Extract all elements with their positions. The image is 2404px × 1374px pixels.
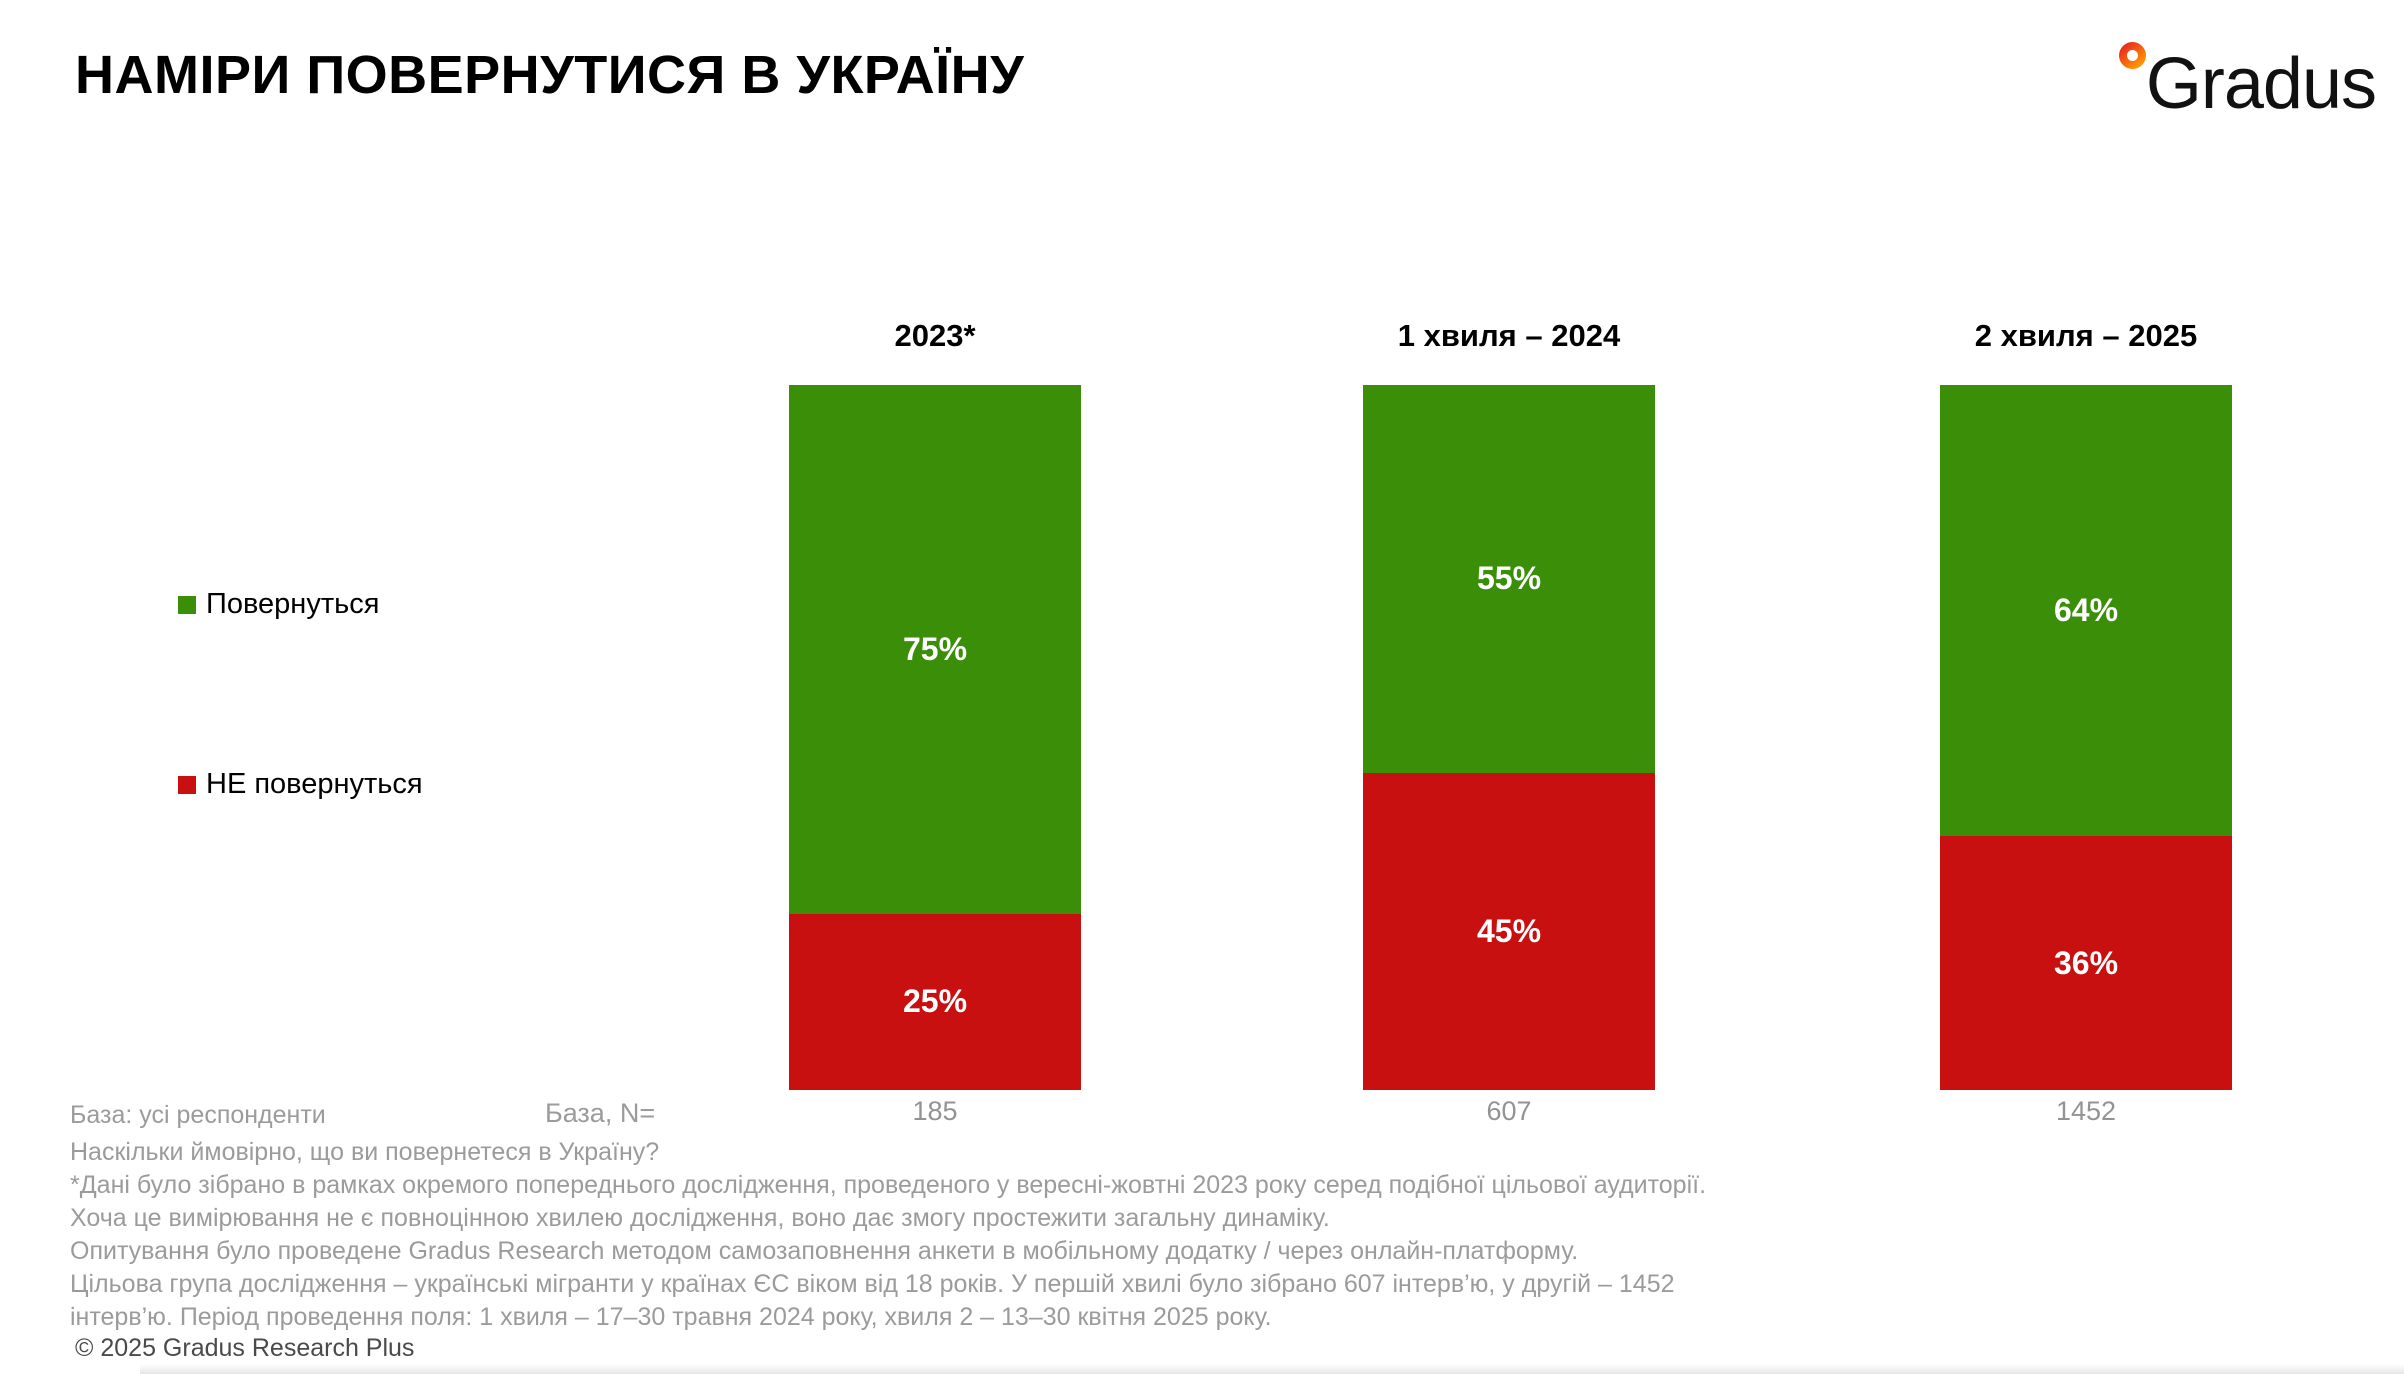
legend-swatch-green-icon	[178, 595, 196, 614]
value-label: 45%	[1476, 912, 1542, 949]
value-label: 64%	[2053, 592, 2119, 629]
page-edge-shadow	[140, 1364, 2404, 1374]
bar-segment-not-return: 45%	[1363, 772, 1655, 1090]
legend-label-not-return: НЕ повернуться	[206, 768, 423, 800]
footnote-line: Хоча це вимірювання не є повноцінною хви…	[70, 1204, 1330, 1232]
value-label: 25%	[902, 983, 968, 1020]
gradus-logo-text: Gradus	[2145, 44, 2377, 124]
page-title: НАМІРИ ПОВЕРНУТИСЯ В УКРАЇНУ	[75, 45, 1025, 105]
base-n-header: База, N=	[545, 1098, 656, 1128]
stacked-bar: 75% 25%	[789, 385, 1081, 1090]
bar-column-wave2-2025: 2 хвиля – 2025 64% 36% 1452	[1940, 318, 2232, 1127]
value-label: 55%	[1476, 560, 1542, 597]
base-n-value: 185	[912, 1096, 958, 1126]
footnote-line: *Дані було зібрано в рамках окремого поп…	[70, 1171, 1707, 1199]
bar-segment-return: 64%	[1940, 385, 2232, 837]
legend-item-not-return: НЕ повернуться	[178, 768, 423, 801]
gradus-degree-icon	[2118, 42, 2146, 69]
base-n-value: 607	[1486, 1096, 1532, 1126]
legend-label-return: Повернуться	[206, 588, 380, 620]
legend-item-return: Повернуться	[178, 588, 379, 621]
bar-segment-return: 75%	[789, 385, 1081, 914]
category-label: 2 хвиля – 2025	[1974, 318, 2198, 353]
base-label: База: усі респонденти	[70, 1101, 326, 1129]
bar-segment-return: 55%	[1363, 385, 1655, 773]
value-label: 36%	[2053, 944, 2119, 981]
legend-swatch-red-icon	[178, 775, 196, 794]
bar-segment-not-return: 36%	[1940, 836, 2232, 1090]
footnotes: Наскільки ймовірно, що ви повернетеся в …	[70, 1136, 1706, 1334]
bar-column-2023: 2023* 75% 25% 185	[789, 318, 1081, 1127]
bar-column-wave1-2024: 1 хвиля – 2024 55% 45% 607	[1363, 318, 1655, 1127]
footnote-line: інтерв’ю. Період проведення поля: 1 хвил…	[70, 1303, 1272, 1331]
bar-segment-not-return: 25%	[789, 913, 1081, 1090]
stacked-bar: 55% 45%	[1363, 385, 1655, 1090]
gradus-logo: Gradus	[2118, 34, 2377, 124]
stacked-bar: 64% 36%	[1940, 385, 2232, 1090]
footnote-line: Опитування було проведене Gradus Researc…	[70, 1237, 1579, 1265]
base-n-value: 1452	[2055, 1096, 2117, 1126]
footnote-line: Цільова група дослідження – українські м…	[70, 1270, 1675, 1298]
copyright-text: © 2025 Gradus Research Plus	[75, 1334, 415, 1362]
question-text: Наскільки ймовірно, що ви повернетеся в …	[70, 1138, 660, 1166]
value-label: 75%	[902, 630, 968, 667]
category-label: 1 хвиля – 2024	[1397, 318, 1621, 353]
category-label: 2023*	[894, 318, 976, 353]
